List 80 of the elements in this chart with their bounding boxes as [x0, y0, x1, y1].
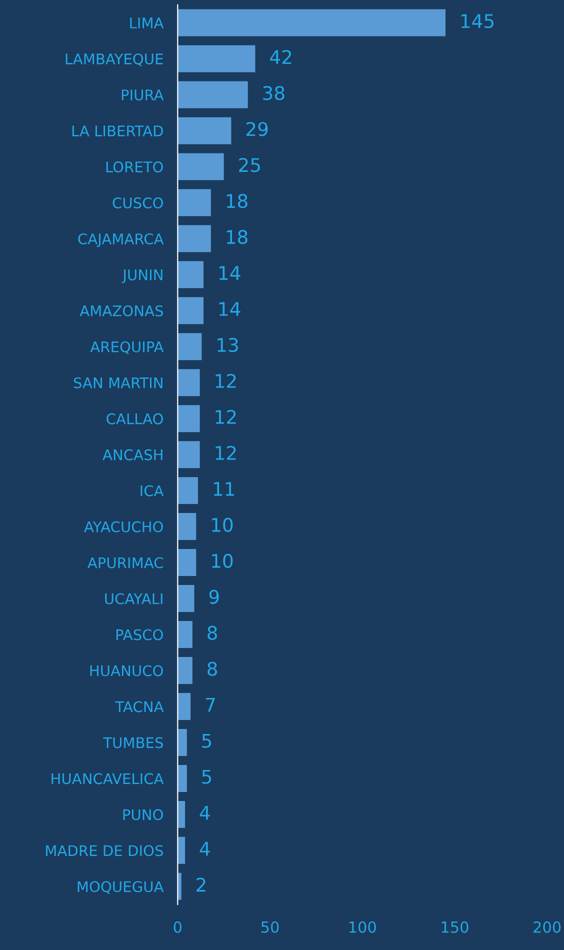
- y-tick-label: UCAYALI: [105, 593, 162, 604]
- bar: [178, 836, 186, 864]
- data-label: 4: [200, 842, 210, 856]
- bar: [178, 477, 198, 504]
- y-tick-label: LORETO: [106, 161, 163, 172]
- data-label: 145: [461, 14, 494, 28]
- y-tick-label: TUMBES: [103, 737, 163, 748]
- bar: [178, 153, 224, 180]
- bar: [178, 297, 204, 324]
- data-label: 10: [212, 518, 233, 532]
- data-label: 2: [196, 878, 206, 892]
- data-label: 11: [214, 482, 234, 496]
- data-label: 5: [202, 734, 212, 748]
- data-label: 38: [263, 86, 284, 100]
- data-label: 18: [226, 230, 248, 244]
- y-tick-label: CAJAMARCA: [78, 233, 164, 248]
- x-tick-label: 200: [534, 921, 561, 933]
- y-tick-label: MOQUEGUA: [78, 881, 164, 894]
- data-label: 14: [219, 302, 240, 316]
- bar: [178, 549, 196, 576]
- data-label: 29: [246, 122, 268, 136]
- bar: [178, 261, 204, 288]
- bar: [178, 189, 211, 216]
- y-tick-label: AREQUIPA: [90, 341, 164, 354]
- y-tick-label: JUNIN: [122, 270, 162, 284]
- bar: [178, 45, 256, 72]
- data-label: 4: [200, 806, 210, 820]
- x-tick-label: 150: [442, 921, 468, 933]
- data-label: 10: [212, 554, 233, 568]
- y-tick-label: SAN MARTIN: [74, 377, 162, 388]
- data-label: 7: [206, 698, 215, 712]
- y-tick-label: ANCASH: [102, 449, 162, 460]
- y-tick-label: TACNA: [115, 701, 164, 712]
- bar: [178, 81, 248, 108]
- y-tick-label: PIURA: [122, 90, 164, 100]
- data-label: 12: [216, 374, 236, 388]
- bar: [178, 656, 192, 684]
- y-tick-label: HUANUCO: [90, 665, 163, 676]
- bar: [178, 225, 211, 252]
- y-tick-label: HUANCAVELICA: [52, 773, 164, 784]
- y-tick-label: PUNO: [123, 809, 163, 820]
- bar: [178, 9, 446, 36]
- data-label: 8: [208, 626, 217, 640]
- y-tick-label: LA LIBERTAD: [72, 126, 163, 136]
- y-tick-label: PASCO: [116, 629, 163, 640]
- data-label: 42: [270, 50, 292, 64]
- y-tick-label: LAMBAYEQUE: [66, 53, 163, 66]
- bar: [178, 800, 186, 828]
- x-tick-label: 50: [261, 921, 279, 933]
- data-label: 5: [202, 770, 212, 784]
- bar: [178, 621, 192, 648]
- data-label: 9: [209, 590, 219, 604]
- y-tick-label: AMAZONAS: [80, 305, 163, 316]
- bar: [178, 369, 200, 396]
- bar: [178, 692, 191, 720]
- bar: [178, 333, 202, 360]
- data-label: 8: [208, 662, 217, 676]
- bar: [178, 513, 196, 540]
- y-tick-label: LIMA: [130, 18, 164, 28]
- bar: [178, 585, 194, 612]
- y-tick-label: CALLAO: [106, 413, 163, 424]
- y-tick-label: APURIMAC: [88, 557, 163, 568]
- bar: [178, 728, 187, 756]
- bar: [178, 764, 187, 792]
- data-label: 13: [218, 338, 238, 352]
- bar: [178, 117, 232, 144]
- bar: [178, 441, 200, 468]
- y-tick-label: MADRE DE DIOS: [46, 845, 163, 856]
- y-tick-label: AYACUCHO: [84, 521, 163, 532]
- x-tick-label: 100: [349, 921, 376, 933]
- y-tick-label: CUSCO: [112, 197, 163, 208]
- data-label: 12: [216, 410, 236, 424]
- data-label: 18: [226, 194, 248, 208]
- y-tick-label: ICA: [140, 485, 164, 496]
- data-label: 12: [216, 446, 236, 460]
- x-tick-label: 0: [174, 921, 182, 933]
- bar: [178, 872, 182, 900]
- data-label: 14: [219, 266, 240, 280]
- data-label: 25: [239, 158, 260, 172]
- bar: [178, 405, 200, 432]
